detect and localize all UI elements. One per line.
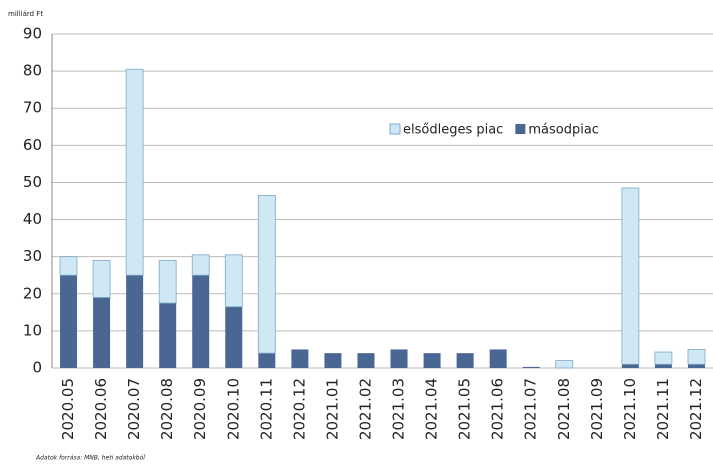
y-tick-label: 80: [23, 62, 42, 80]
bar-segment: [687, 349, 706, 365]
y-tick-label: 90: [23, 25, 42, 43]
y-unit: milliárd Ft: [8, 10, 43, 18]
bar-segment: [291, 349, 309, 368]
y-tick-label: 40: [23, 210, 42, 228]
x-tick-label: 2021.08: [555, 378, 573, 440]
bar-segment: [324, 353, 342, 368]
x-tick-label: 2021.03: [390, 378, 408, 440]
y-tick-label: 60: [23, 136, 42, 154]
bar-segment: [257, 195, 276, 354]
bar-segment: [654, 364, 672, 368]
bar-segment: [225, 306, 243, 368]
y-tick-label: 70: [23, 99, 42, 117]
bar-segment: [621, 364, 639, 368]
x-tick-label: 2021.02: [356, 378, 374, 440]
x-tick-label: 2020.11: [257, 378, 275, 440]
bar-segment: [555, 360, 574, 369]
x-tick-label: 2021.07: [522, 378, 540, 440]
bar-segment: [191, 254, 210, 276]
y-tick-label: 30: [23, 247, 42, 265]
bar-segment: [224, 254, 243, 308]
x-tick-label: 2021.01: [323, 378, 341, 440]
bar-segment: [192, 275, 210, 368]
bar-segment: [258, 353, 276, 368]
bar-segment: [621, 187, 640, 365]
bar-segment: [489, 349, 507, 368]
x-tick-label: 2021.10: [621, 378, 639, 440]
y-tick-label: 50: [23, 173, 42, 191]
x-tick-label: 2021.09: [588, 378, 606, 440]
x-tick-label: 2021.12: [687, 378, 705, 440]
bar-segment: [158, 259, 177, 304]
bar-segment: [126, 275, 144, 368]
x-tick-label: 2020.09: [191, 378, 209, 440]
bar-segment: [59, 256, 78, 276]
y-tick-label: 0: [32, 359, 42, 377]
bar-segment: [159, 303, 177, 368]
bar-segment: [60, 275, 78, 368]
x-tick-label: 2020.10: [224, 378, 242, 440]
x-tick-label: 2021.06: [489, 378, 507, 440]
x-tick-label: 2021.04: [423, 378, 441, 440]
bar-segment: [125, 68, 144, 276]
bar-segment: [522, 366, 540, 368]
y-tick-label: 10: [23, 321, 42, 339]
legend-swatch: [389, 123, 401, 135]
x-tick-label: 2020.12: [290, 378, 308, 440]
bar-segment: [92, 259, 111, 298]
legend-label: elsődleges piac: [403, 123, 503, 138]
bar-segment: [687, 364, 705, 368]
x-tick-label: 2021.11: [654, 378, 672, 440]
legend-label: másodpiac: [528, 123, 599, 138]
source-note: Adatok forrása: MNB, heti adatokból: [35, 455, 145, 462]
y-tick-label: 20: [23, 284, 42, 302]
bar-segment: [456, 353, 474, 368]
bar-segment: [654, 351, 673, 365]
bar-segment: [93, 297, 111, 368]
x-tick-label: 2020.05: [59, 378, 77, 440]
bar-segment: [423, 353, 441, 368]
legend-swatch: [515, 124, 526, 134]
x-tick-label: 2020.08: [158, 378, 176, 440]
x-tick-label: 2020.07: [125, 378, 143, 440]
bar-segment: [390, 349, 408, 368]
x-tick-label: 2020.06: [92, 378, 110, 440]
x-tick-label: 2021.05: [456, 378, 474, 440]
bar-segment: [357, 353, 375, 368]
